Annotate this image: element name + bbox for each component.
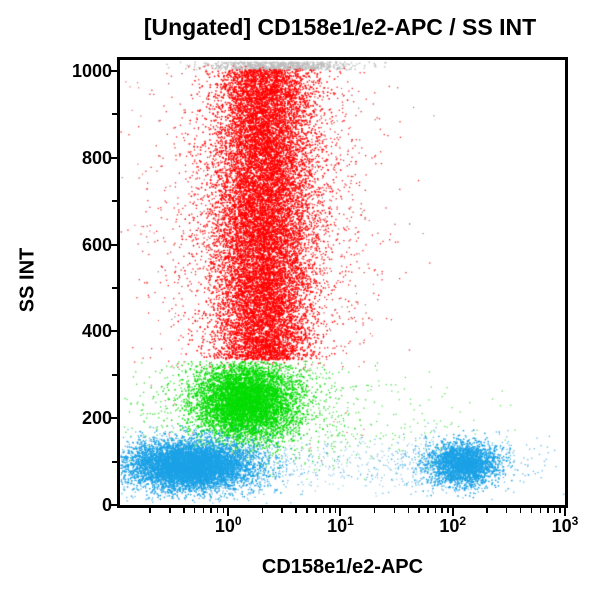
y-major-tick xyxy=(109,330,117,333)
x-minor-tick xyxy=(434,508,437,513)
x-minor-tick xyxy=(447,508,449,513)
scatter-plot-canvas xyxy=(120,60,565,505)
x-minor-tick xyxy=(407,508,410,513)
x-major-tick xyxy=(451,508,454,516)
x-minor-tick xyxy=(441,508,443,513)
x-minor-tick xyxy=(202,508,205,513)
x-minor-tick xyxy=(329,508,331,513)
y-major-tick xyxy=(109,243,117,246)
x-minor-tick xyxy=(505,508,508,513)
x-minor-tick xyxy=(393,508,396,513)
y-minor-tick xyxy=(112,200,117,203)
x-tick-label: 103 xyxy=(551,514,579,536)
y-tick-label: 800 xyxy=(81,147,112,168)
x-minor-tick xyxy=(295,508,297,513)
x-minor-tick xyxy=(193,508,196,513)
x-minor-tick xyxy=(530,508,533,513)
x-minor-tick xyxy=(281,508,283,513)
x-minor-tick xyxy=(418,508,420,513)
x-tick-label: 102 xyxy=(439,514,467,536)
x-minor-tick xyxy=(373,508,376,513)
y-minor-tick xyxy=(112,460,117,463)
y-minor-tick xyxy=(112,286,117,289)
x-minor-tick xyxy=(216,508,219,513)
y-minor-tick xyxy=(112,113,117,116)
y-tick-label: 600 xyxy=(81,234,112,255)
x-minor-tick xyxy=(334,508,337,513)
x-minor-tick xyxy=(306,508,308,513)
x-tick-label: 101 xyxy=(327,514,354,536)
y-major-tick xyxy=(109,156,117,159)
y-major-tick xyxy=(109,417,117,420)
x-minor-tick xyxy=(486,508,488,513)
y-axis-label: SS INT xyxy=(16,247,39,313)
x-major-tick xyxy=(227,508,230,516)
x-minor-tick xyxy=(315,508,317,513)
x-axis-label: CD158e1/e2-APC xyxy=(261,556,424,578)
x-minor-tick xyxy=(169,508,171,513)
x-minor-tick xyxy=(149,508,151,513)
y-tick-label: 0 xyxy=(101,495,112,515)
x-minor-tick xyxy=(210,508,212,513)
x-minor-tick xyxy=(547,508,549,513)
x-tick-label: 100 xyxy=(214,514,242,536)
x-minor-tick xyxy=(183,508,185,513)
y-minor-tick xyxy=(112,373,117,376)
x-minor-tick xyxy=(427,508,429,513)
x-minor-tick xyxy=(322,508,325,513)
x-minor-tick xyxy=(519,508,522,513)
x-minor-tick xyxy=(559,508,561,513)
x-major-tick xyxy=(564,508,566,516)
y-major-tick xyxy=(109,504,117,506)
x-minor-tick xyxy=(261,508,263,513)
y-tick-label: 200 xyxy=(81,408,112,429)
x-minor-tick xyxy=(553,508,556,513)
y-major-tick xyxy=(109,69,117,72)
y-tick-label: 1000 xyxy=(71,60,112,81)
x-minor-tick xyxy=(539,508,542,513)
plot-title: [Ungated] CD158e1/e2-APC / SS INT xyxy=(143,14,537,40)
y-tick-label: 400 xyxy=(81,321,112,342)
x-minor-tick xyxy=(222,508,225,513)
x-major-tick xyxy=(339,508,342,516)
